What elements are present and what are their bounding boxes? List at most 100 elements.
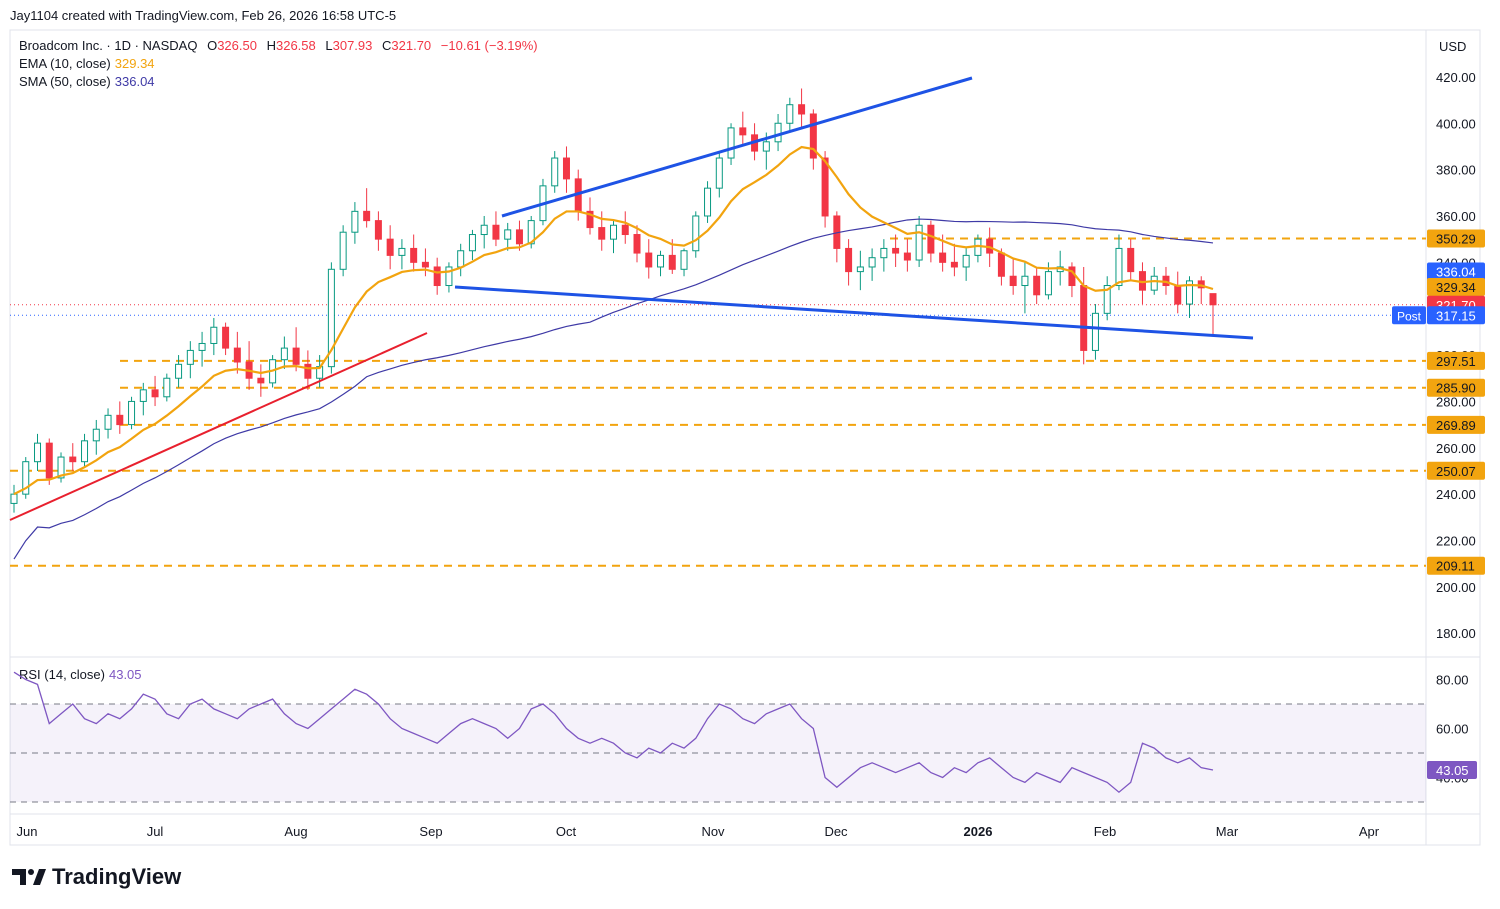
sma-line: [13, 218, 1214, 560]
time-tick-label: Jul: [147, 824, 164, 839]
price-badge: [1427, 306, 1485, 325]
rsi-legend[interactable]: RSI (14, close) 43.05: [19, 667, 142, 682]
time-tick-label: Nov: [701, 824, 725, 839]
candle-body: [1080, 285, 1088, 351]
low-value: 307.93: [332, 38, 373, 53]
candle-body: [1021, 275, 1029, 287]
candle-body: [186, 349, 194, 365]
candle-body: [92, 428, 100, 442]
rsi-badge-label: 43.05: [1436, 763, 1469, 778]
time-tick-label: Mar: [1216, 824, 1239, 839]
high-label: H: [266, 38, 276, 53]
open-value: 326.50: [217, 38, 257, 53]
candle-body: [786, 104, 794, 124]
price-badge: [1427, 461, 1485, 480]
symbol-legend: Broadcom Inc. · 1D · NASDAQ O326.50 H326…: [19, 38, 538, 53]
price-badge-label: 317.15: [1436, 308, 1476, 323]
candle-body: [81, 440, 89, 463]
candle-body: [657, 254, 665, 268]
sma-value: 336.04: [114, 74, 155, 89]
candle-body: [1185, 280, 1193, 305]
candle-body: [104, 414, 112, 430]
time-tick-label: Feb: [1094, 824, 1116, 839]
candle-body: [845, 247, 853, 273]
price-badge: [1427, 556, 1485, 575]
price-badge-label: 329.34: [1436, 280, 1476, 295]
sma-label: SMA (50, close): [19, 74, 111, 89]
candle-body: [210, 326, 218, 344]
candle-body: [374, 220, 382, 240]
rsi-tick-label: 60.00: [1436, 722, 1469, 737]
post-tag-box: [1392, 306, 1426, 325]
price-badge: [1427, 278, 1485, 297]
price-tick-label: 280.00: [1436, 394, 1476, 409]
candle-body: [715, 157, 723, 189]
ema-legend[interactable]: EMA (10, close) 329.34: [19, 56, 155, 71]
candle-body: [621, 224, 629, 236]
candle-body: [327, 268, 335, 368]
lower-trendline: [454, 285, 1254, 340]
candle-body: [69, 456, 77, 463]
candle-body: [457, 250, 465, 268]
price-badge-label: 209.11: [1436, 559, 1475, 574]
sma-legend[interactable]: SMA (50, close) 336.04: [19, 74, 155, 89]
candle-body: [562, 157, 570, 180]
candle-body: [798, 104, 806, 115]
candle-body: [151, 389, 159, 398]
price-tick-label: 180.00: [1436, 626, 1476, 641]
candle-body: [809, 113, 817, 159]
candle-body: [1044, 271, 1052, 296]
candle-body: [1033, 275, 1041, 296]
time-tick-label: Sep: [419, 824, 442, 839]
candle-body: [633, 234, 641, 254]
upper-trendline: [501, 76, 973, 218]
candle-body: [45, 442, 53, 479]
candle-body: [421, 261, 429, 268]
price-tick-label: 200.00: [1436, 580, 1476, 595]
price-badge: [1427, 415, 1485, 434]
tradingview-logo-icon: [12, 869, 46, 885]
candle-body: [1174, 285, 1182, 305]
candle-body: [257, 377, 265, 384]
candle-body: [880, 247, 888, 259]
candle-body: [704, 187, 712, 217]
ema-value: 329.34: [114, 56, 155, 71]
price-tick-label: 420.00: [1436, 70, 1476, 85]
candle-body: [1103, 285, 1111, 314]
candle-body: [727, 127, 735, 159]
candle-body: [680, 250, 688, 270]
candle-body: [610, 224, 617, 240]
brand-name: TradingView: [52, 864, 182, 889]
price-tick-label: 360.00: [1436, 209, 1476, 224]
rsi-tick-label: 80.00: [1436, 673, 1469, 688]
candle-body: [950, 261, 958, 268]
candle-body: [668, 254, 676, 270]
candle-body: [445, 266, 453, 287]
price-badge-label: 250.07: [1436, 464, 1476, 479]
candle-body: [1150, 275, 1158, 291]
candle-body: [468, 234, 476, 252]
price-badge: [1427, 351, 1485, 370]
price-badge: [1427, 229, 1485, 248]
price-tick-label: 240.00: [1436, 487, 1476, 502]
ema-label: EMA (10, close): [19, 56, 111, 71]
price-tick-label: 400.00: [1436, 116, 1476, 131]
price-badge-label: 336.04: [1436, 265, 1476, 280]
candle-body: [1091, 312, 1099, 351]
ema-line: [13, 145, 1214, 496]
candle-body: [915, 224, 923, 261]
price-badge: [1427, 262, 1485, 281]
candle-body: [116, 414, 124, 426]
candle-body: [433, 266, 441, 287]
time-tick-label: Jun: [17, 824, 38, 839]
candle-body: [939, 252, 947, 263]
time-tick-label: Apr: [1359, 824, 1380, 839]
candle-body: [892, 247, 900, 254]
currency-label: USD: [1439, 39, 1466, 54]
high-value: 326.58: [275, 38, 316, 53]
symbol-name[interactable]: Broadcom Inc. · 1D · NASDAQ: [19, 38, 198, 53]
price-tick-label: 380.00: [1436, 163, 1476, 178]
price-tick-label: 220.00: [1436, 534, 1476, 549]
candle-body: [974, 238, 982, 256]
